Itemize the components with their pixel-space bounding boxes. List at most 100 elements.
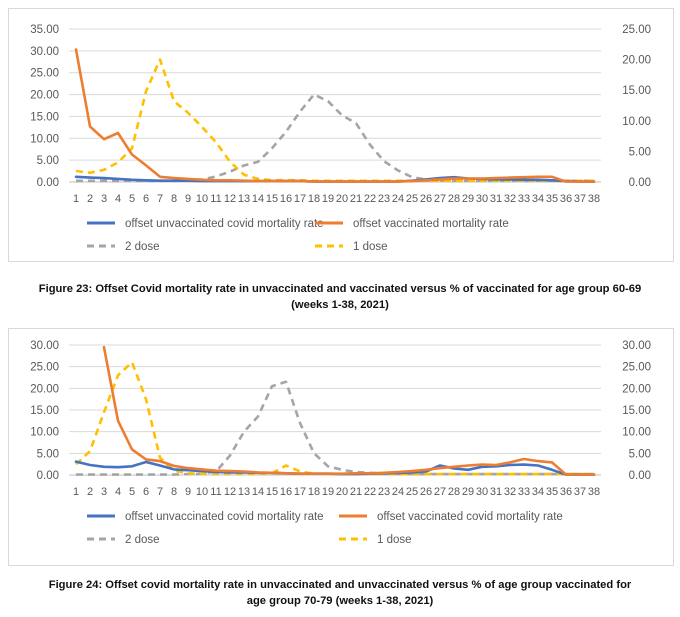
fig24-legend-label: 2 dose [125, 534, 160, 546]
fig23-left-y-tick-label: 15.00 [30, 111, 59, 123]
fig23-x-tick-label: 25 [406, 193, 418, 205]
fig23-x-tick-label: 27 [434, 193, 446, 205]
fig24-right-y-tick-label: 20.00 [622, 383, 651, 395]
fig24-right-y-tick-label: 0.00 [629, 470, 651, 482]
fig24-x-tick-label: 9 [185, 486, 191, 498]
fig24-x-tick-label: 20 [336, 486, 348, 498]
fig23-x-tick-label: 18 [308, 193, 320, 205]
fig24-x-tick-label: 34 [532, 486, 544, 498]
fig23-x-tick-label: 3 [101, 193, 107, 205]
fig24-x-tick-label: 38 [588, 486, 600, 498]
fig24-x-tick-label: 27 [434, 486, 446, 498]
fig23-legend-label: offset vaccinated mortality rate [353, 218, 509, 230]
fig24-x-tick-label: 28 [448, 486, 460, 498]
fig23-left-y-tick-label: 30.00 [30, 46, 59, 58]
fig23-x-tick-label: 14 [252, 193, 264, 205]
chart-panel-figure-24: 0.00 5.00 10.00 15.00 20.00 25.00 30.00 0.00 5.0… [8, 328, 674, 566]
fig23-x-tick-label: 31 [490, 193, 502, 205]
fig23-left-y-tick-label: 10.00 [30, 133, 59, 145]
fig24-x-tick-label: 15 [266, 486, 278, 498]
fig24-x-tick-label: 36 [560, 486, 572, 498]
fig23-x-tick-label: 33 [518, 193, 530, 205]
fig23-x-tick-label: 26 [420, 193, 432, 205]
fig24-x-tick-label: 37 [574, 486, 586, 498]
fig24-x-tick-label: 31 [490, 486, 502, 498]
fig23-x-tick-label: 11 [210, 193, 221, 205]
fig24-x-tick-label: 29 [462, 486, 474, 498]
fig24-legend-label: 1 dose [377, 534, 412, 546]
fig24-x-tick-label: 16 [280, 486, 292, 498]
fig24-x-tick-label: 13 [238, 486, 250, 498]
fig23-x-tick-label: 29 [462, 193, 474, 205]
fig23-left-y-tick-label: 35.00 [30, 24, 59, 36]
fig24-x-tick-label: 23 [378, 486, 390, 498]
fig23-x-tick-label: 30 [476, 193, 488, 205]
figure-23-caption: Figure 23: Offset Covid mortality rate i… [0, 281, 680, 313]
fig23-x-tick-label: 23 [378, 193, 390, 205]
fig23-series-line-2-dose [76, 93, 594, 183]
fig24-x-tick-label: 1 [73, 486, 79, 498]
fig23-right-y-tick-label: 25.00 [622, 24, 651, 36]
fig23-x-tick-label: 37 [574, 193, 586, 205]
fig23-x-tick-label: 35 [546, 193, 558, 205]
fig24-x-tick-label: 7 [157, 486, 163, 498]
figure-24-caption-line2: age group 70-79 (weeks 1-38, 2021) [246, 595, 434, 607]
fig23-x-tick-label: 28 [448, 193, 460, 205]
fig23-x-tick-label: 16 [280, 193, 292, 205]
fig23-right-y-tick-label: 0.00 [629, 177, 651, 189]
fig24-x-tick-label: 2 [87, 486, 93, 498]
fig23-legend-label: offset unvaccinated covid mortality rate [125, 218, 324, 230]
fig24-x-tick-label: 26 [420, 486, 432, 498]
fig23-x-tick-label: 1 [73, 193, 79, 205]
fig23-x-tick-label: 13 [238, 193, 250, 205]
fig24-x-tick-label: 30 [476, 486, 488, 498]
chart-panel-figure-23: 0.00 5.00 10.00 15.00 20.00 25.00 30.00 35.00 0.… [8, 8, 674, 262]
figure-24-caption: Figure 24: Offset covid mortality rate i… [0, 577, 680, 609]
fig24-x-tick-label: 25 [406, 486, 418, 498]
fig24-x-tick-label: 6 [143, 486, 149, 498]
fig24-right-y-tick-label: 30.00 [622, 340, 651, 352]
fig23-x-tick-label: 32 [504, 193, 516, 205]
fig23-series-line-1-dose [75, 58, 594, 183]
fig24-legend-label: offset unvaccinated covid mortality rate [125, 511, 324, 523]
fig24-x-tick-label: 10 [196, 486, 208, 498]
fig23-x-tick-label: 20 [336, 193, 348, 205]
fig24-right-y-tick-label: 25.00 [622, 362, 651, 374]
fig23-x-tick-label: 22 [364, 193, 376, 205]
fig23-right-y-tick-label: 15.00 [622, 85, 651, 97]
fig24-x-tick-label: 24 [392, 486, 404, 498]
fig23-x-tick-label: 17 [294, 193, 306, 205]
fig23-x-tick-label: 15 [266, 193, 278, 205]
fig24-x-tick-label: 12 [224, 486, 236, 498]
chart-figure-23: 0.005.0010.0015.0020.0025.0030.0035.000.… [30, 24, 651, 253]
fig23-x-tick-label: 24 [392, 193, 404, 205]
fig24-x-tick-label: 22 [364, 486, 376, 498]
figure-24-caption-line1: Figure 24: Offset covid mortality rate i… [48, 579, 632, 591]
fig23-x-tick-label: 8 [171, 193, 177, 205]
fig23-right-y-tick-label: 10.00 [622, 116, 651, 128]
fig24-x-tick-label: 33 [518, 486, 530, 498]
fig23-left-y-tick-label: 0.00 [37, 177, 59, 189]
chart-figure-24: 0.00 5.00 10.00 15.00 20.00 25.00 30.00 0.00 5.0… [30, 340, 651, 546]
fig24-left-y-tick-label: 30.00 [30, 340, 59, 352]
fig23-legend-label: 2 dose [125, 241, 160, 253]
fig23-series-line-offset-vaccinated-mortality-rate [74, 48, 596, 183]
fig23-x-tick-label: 34 [532, 193, 544, 205]
fig24-x-tick-label: 14 [252, 486, 264, 498]
figure-23-caption-line1: Figure 23: Offset Covid mortality rate i… [38, 283, 642, 295]
fig24-series-line-offset-vaccinated-covid-mortality-rate [102, 345, 596, 476]
fig23-left-y-tick-label: 5.00 [37, 155, 59, 167]
fig23-x-tick-label: 10 [196, 193, 208, 205]
fig24-legend-label: offset vaccinated covid mortality rate [377, 511, 563, 523]
fig24-right-y-tick-label: 10.00 [622, 427, 651, 439]
fig24-left-y-tick-label: 5.00 [37, 448, 59, 460]
fig24-x-tick-label: 18 [308, 486, 320, 498]
fig24-left-y-tick-label: 25.00 [30, 362, 59, 374]
fig23-x-tick-label: 9 [185, 193, 191, 205]
fig24-left-y-tick-label: 15.00 [30, 405, 59, 417]
fig23-left-y-tick-label: 25.00 [30, 68, 59, 80]
figure-23-caption-line2: (weeks 1-38, 2021) [291, 299, 389, 311]
fig23-x-tick-label: 2 [87, 193, 93, 205]
fig23-x-tick-label: 7 [157, 193, 163, 205]
fig24-left-y-tick-label: 20.00 [30, 383, 59, 395]
